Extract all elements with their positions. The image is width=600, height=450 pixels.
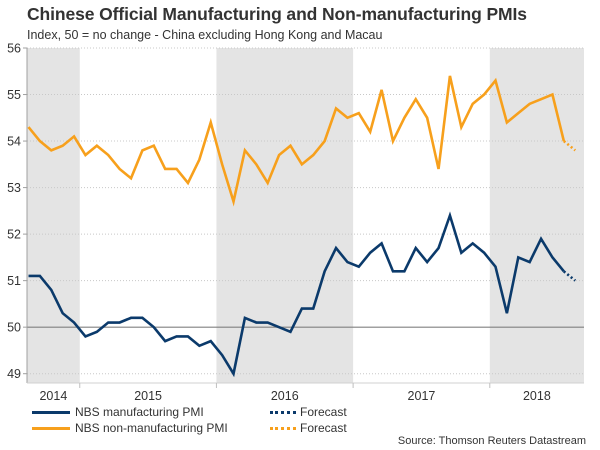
- series-lines: [27, 75, 577, 378]
- chart-title: Chinese Official Manufacturing and Non-m…: [27, 4, 527, 24]
- legend-swatch-manufacturing-forecast: [270, 410, 296, 414]
- shaded-band-2018: [489, 48, 584, 383]
- legend-label-non-manufacturing: NBS non-manufacturing PMI: [75, 421, 228, 435]
- legend-label-manufacturing-forecast: Forecast: [300, 405, 347, 419]
- x-tick-label-2018: 2018: [523, 389, 551, 403]
- source-note: Source: Thomson Reuters Datastream: [397, 435, 586, 447]
- y-tick-label-49: 49: [7, 367, 21, 381]
- y-tick-label-55: 55: [7, 88, 21, 102]
- legend-label-non-manufacturing-forecast: Forecast: [300, 421, 347, 435]
- legend-item-manufacturing-forecast: Forecast: [270, 405, 347, 419]
- legend-label-manufacturing: NBS manufacturing PMI: [75, 405, 204, 419]
- legend-swatch-manufacturing: [32, 410, 70, 414]
- legend-swatch-non-manufacturing: [32, 426, 70, 430]
- y-tick-label-53: 53: [7, 181, 21, 195]
- series-line-manufacturing: [28, 211, 565, 378]
- x-tick-label-2017: 2017: [408, 389, 436, 403]
- legend-item-non-manufacturing: NBS non-manufacturing PMI: [32, 421, 228, 435]
- chart-subtitle: Index, 50 = no change - China excluding …: [27, 28, 383, 42]
- y-tick-label-52: 52: [7, 228, 21, 242]
- x-tick-label-2015: 2015: [134, 389, 162, 403]
- x-tick-label-2014: 2014: [39, 389, 67, 403]
- y-tick-labels: 49 50 51 52 53 54 55 56: [7, 42, 27, 381]
- y-tick-label-54: 54: [7, 135, 21, 149]
- legend-swatch-non-manufacturing-forecast: [270, 426, 296, 430]
- shaded-band-2014: [27, 48, 80, 383]
- x-tick-label-2016: 2016: [271, 389, 299, 403]
- y-tick-label-51: 51: [7, 274, 21, 288]
- x-tick-labels: 2014 2015 2016 2017 2018: [39, 389, 550, 403]
- legend-item-manufacturing: NBS manufacturing PMI: [32, 405, 204, 419]
- shaded-band-2016: [216, 48, 354, 383]
- y-tick-label-56: 56: [7, 42, 21, 56]
- legend-item-non-manufacturing-forecast: Forecast: [270, 421, 347, 435]
- series-line-non-manufacturing: [27, 75, 566, 207]
- y-tick-label-50: 50: [7, 321, 21, 335]
